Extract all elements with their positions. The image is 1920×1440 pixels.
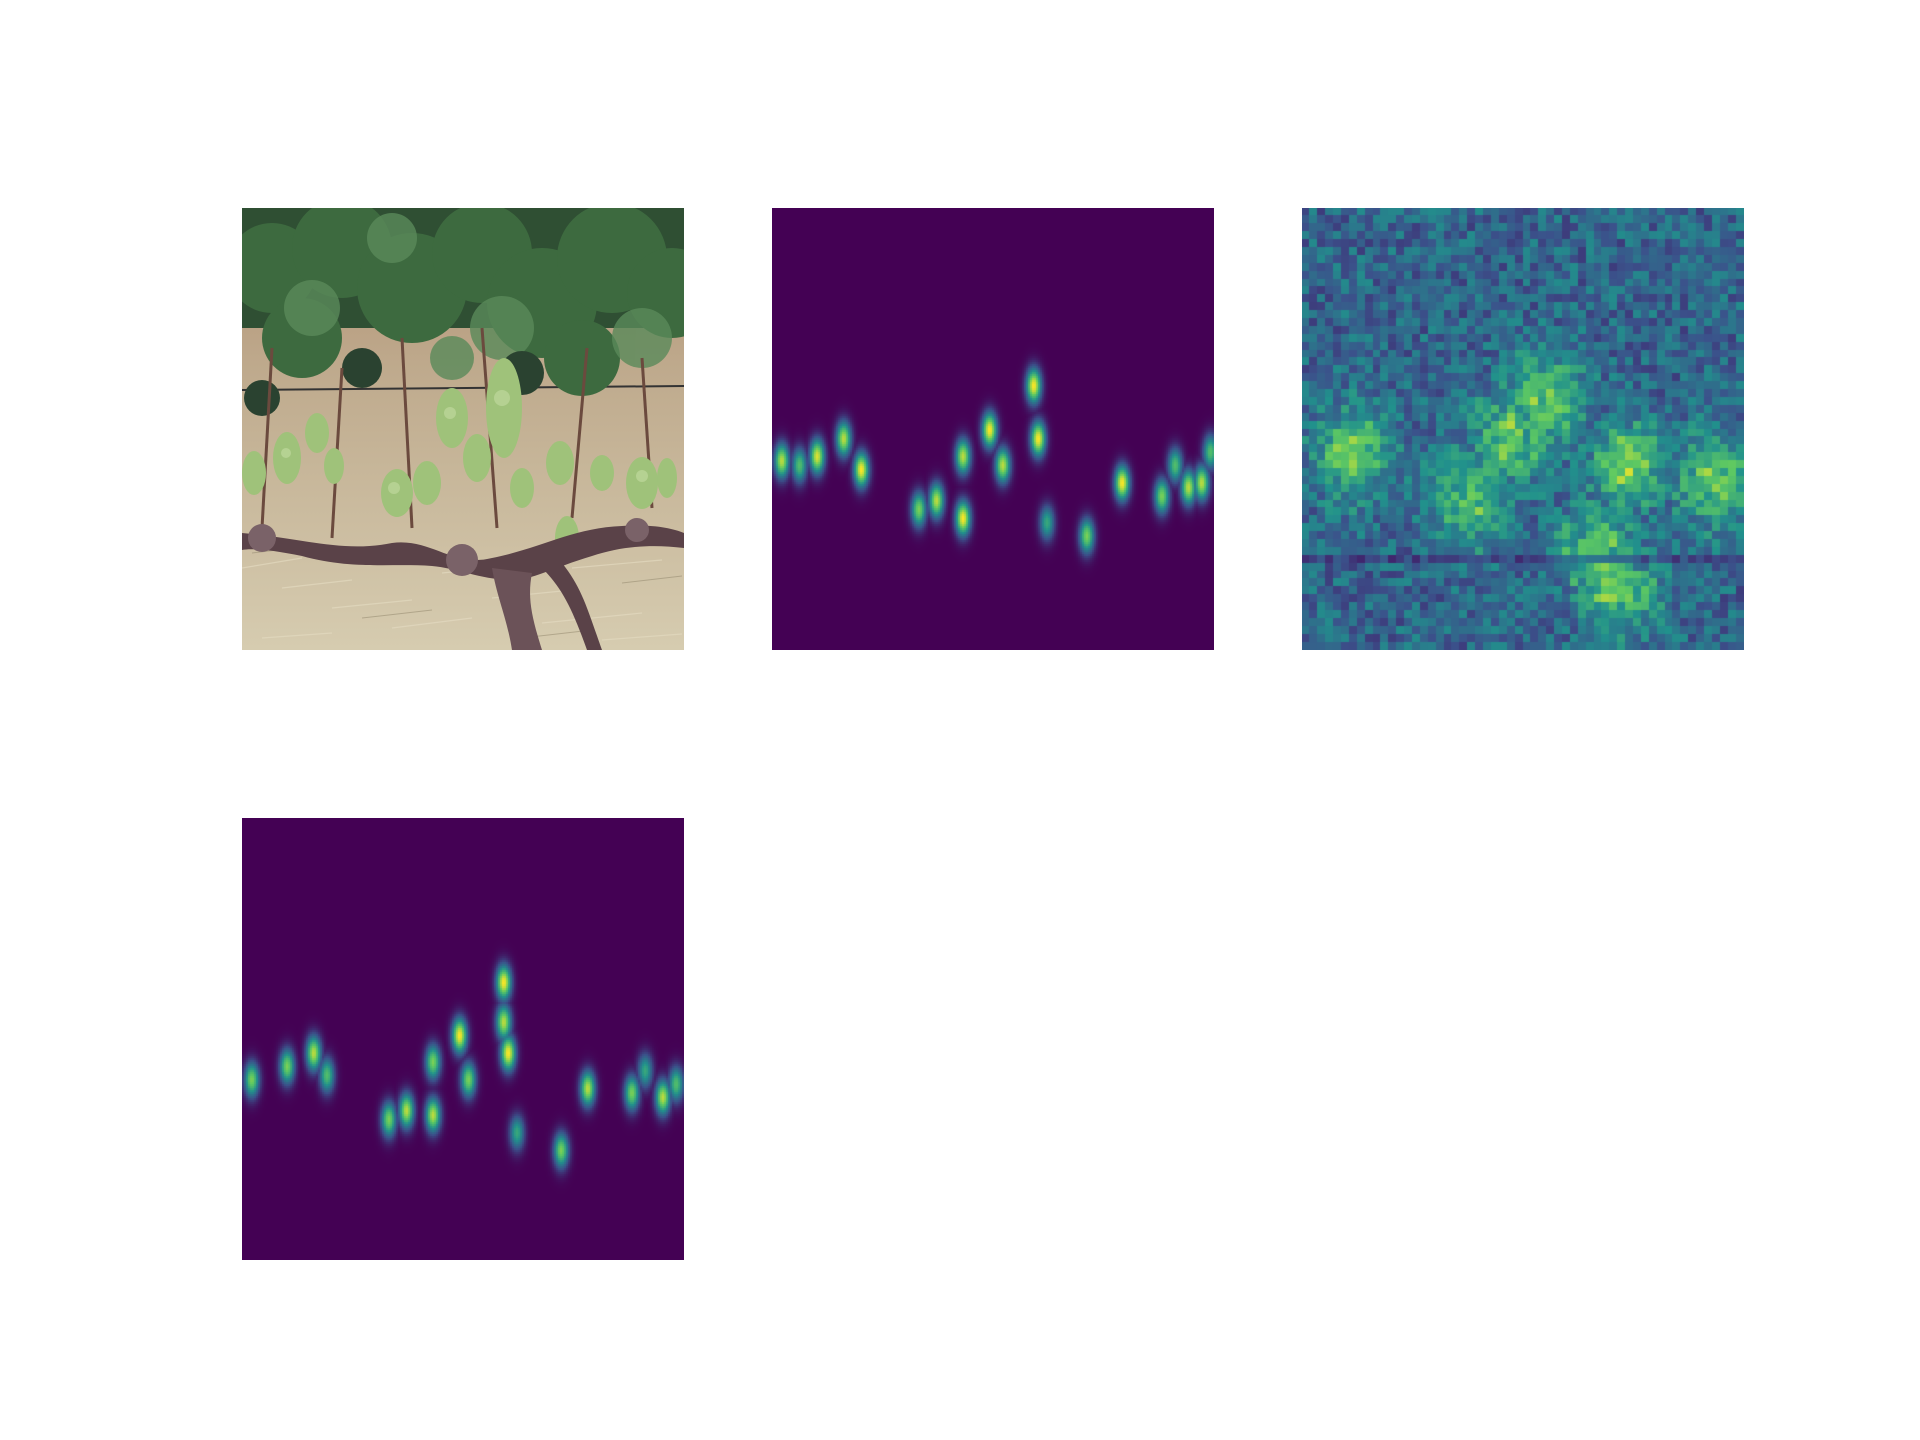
predicted-density-map — [242, 818, 684, 1260]
feature-heatmap-canvas — [1302, 208, 1744, 650]
ground-truth-density-canvas — [772, 208, 1214, 650]
feature-heatmap — [1302, 208, 1744, 650]
ground-truth-density-map — [772, 208, 1214, 650]
vineyard-photo — [242, 208, 684, 650]
predicted-density-canvas — [242, 818, 684, 1260]
vineyard-photo-graphic — [242, 208, 684, 650]
